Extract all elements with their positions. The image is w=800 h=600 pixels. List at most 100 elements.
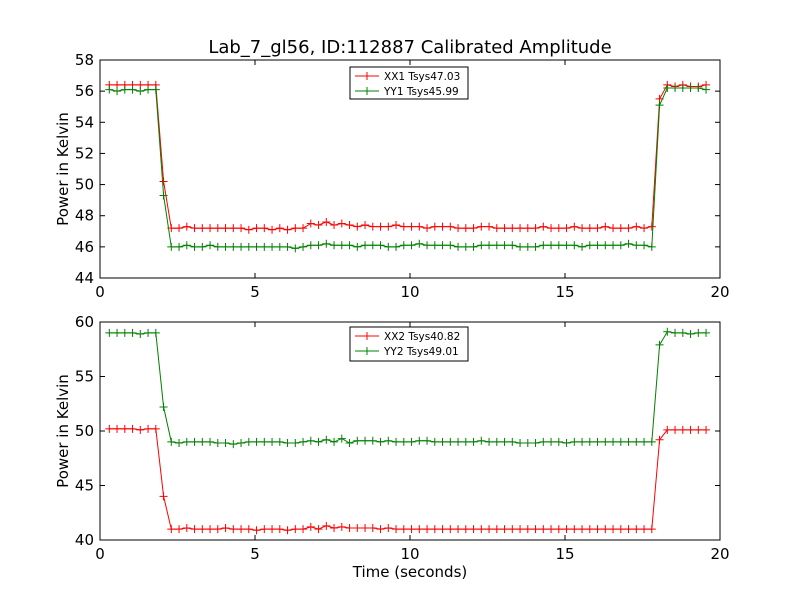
data-point: [322, 521, 331, 530]
data-point: [539, 437, 548, 446]
bottom-plot: 0 5 10 15 20 40 45 50 55 60 Power in Kelvin XX2 Tsy…: [54, 313, 730, 563]
data-point: [585, 241, 594, 250]
data-point: [113, 87, 122, 96]
data-point: [384, 524, 393, 533]
data-point: [322, 217, 331, 226]
data-point: [446, 525, 455, 534]
legend-marker: [363, 332, 371, 340]
data-point: [678, 84, 687, 93]
data-point: [345, 221, 354, 230]
data-point: [640, 224, 649, 233]
data-point: [182, 241, 191, 250]
data-point: [128, 85, 137, 94]
data-point: [663, 84, 672, 93]
data-point: [562, 241, 571, 250]
data-point: [221, 524, 230, 533]
data-point: [159, 177, 168, 186]
data-point: [593, 224, 602, 233]
y-tick-label: 52: [75, 144, 94, 162]
data-point: [477, 222, 486, 231]
data-point: [438, 525, 447, 534]
data-point: [229, 525, 238, 534]
data-point: [361, 524, 370, 533]
data-point: [562, 224, 571, 233]
data-point: [221, 438, 230, 447]
data-point: [244, 525, 253, 534]
y-tick-label: 55: [75, 368, 94, 386]
data-point: [384, 242, 393, 251]
y-tick-label: 50: [75, 176, 94, 194]
data-point: [531, 525, 540, 534]
data-point: [136, 87, 145, 96]
data-point: [198, 437, 207, 446]
data-point: [678, 328, 687, 337]
data-point: [120, 328, 129, 337]
data-point: [694, 84, 703, 93]
data-point: [113, 328, 122, 337]
data-point: [640, 525, 649, 534]
data-point: [337, 241, 346, 250]
x-tick-label: 10: [400, 283, 419, 301]
data-point: [120, 85, 129, 94]
data-point: [151, 85, 160, 94]
legend-marker: [363, 87, 371, 95]
data-point: [399, 222, 408, 231]
data-point: [616, 241, 625, 250]
data-point: [663, 425, 672, 434]
x-tick-label: 10: [400, 545, 419, 563]
data-point: [438, 241, 447, 250]
data-point: [500, 437, 509, 446]
data-point: [500, 525, 509, 534]
data-point: [694, 328, 703, 337]
data-point: [144, 328, 153, 337]
data-point: [244, 437, 253, 446]
data-point: [337, 522, 346, 531]
data-point: [647, 525, 656, 534]
data-point: [609, 437, 618, 446]
data-point: [500, 241, 509, 250]
data-point: [539, 525, 548, 534]
data-point: [632, 241, 641, 250]
data-point: [492, 525, 501, 534]
data-point: [423, 241, 432, 250]
data-point: [314, 221, 323, 230]
data-point: [345, 438, 354, 447]
data-point: [314, 525, 323, 534]
data-point: [663, 327, 672, 336]
data-point: [314, 437, 323, 446]
data-point: [345, 524, 354, 533]
data-point: [686, 84, 695, 93]
data-point: [213, 242, 222, 251]
data-point: [585, 525, 594, 534]
data-point: [260, 437, 269, 446]
data-point: [492, 241, 501, 250]
data-point: [430, 437, 439, 446]
data-point: [221, 224, 230, 233]
data-point: [523, 438, 532, 447]
data-point: [206, 437, 215, 446]
data-point: [291, 438, 300, 447]
data-point: [399, 525, 408, 534]
data-point: [330, 221, 339, 230]
data-point: [206, 241, 215, 250]
data-point: [461, 224, 470, 233]
data-point: [415, 436, 424, 445]
legend-label: YY2 Tsys49.01: [383, 346, 459, 358]
data-point: [206, 525, 215, 534]
data-point: [593, 437, 602, 446]
data-point: [647, 222, 656, 231]
data-point: [144, 85, 153, 94]
data-point: [632, 437, 641, 446]
data-point: [702, 425, 711, 434]
data-point: [376, 222, 385, 231]
data-point: [562, 525, 571, 534]
data-point: [547, 525, 556, 534]
data-point: [229, 440, 238, 449]
data-point: [593, 241, 602, 250]
data-point: [353, 524, 362, 533]
data-point: [268, 225, 277, 234]
data-point: [306, 219, 315, 228]
data-point: [601, 437, 610, 446]
data-point: [500, 224, 509, 233]
